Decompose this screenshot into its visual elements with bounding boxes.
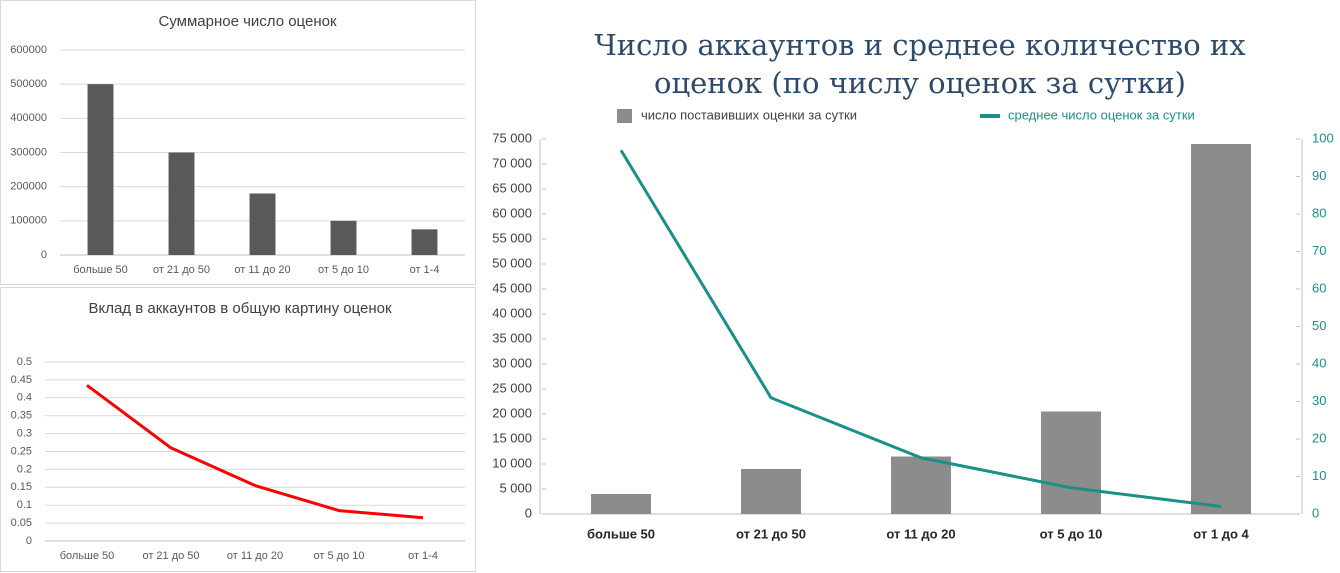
bar [168,152,195,255]
y-tick-label: 0.4 [17,392,32,404]
y-tick-label: 35 000 [492,330,532,345]
y-tick-label: 0.5 [17,356,32,368]
bar [1191,144,1251,514]
bar [741,469,801,514]
bar [891,456,951,514]
y-tick-label: 25 000 [492,380,532,395]
line-series [619,149,1222,508]
y-tick-label: 20 000 [492,405,532,420]
y2-tick-label: 60 [1312,280,1326,295]
y-tick-label: 200000 [10,181,47,193]
x-tick-label: больше 50 [60,550,115,562]
y-tick-label: 0.05 [11,517,32,529]
y-tick-label: 45 000 [492,280,532,295]
y-tick-label: 600000 [10,44,47,56]
y-tick-label: 400000 [10,112,47,124]
y-tick-label: 60 000 [492,205,532,220]
y2-tick-label: 80 [1312,205,1326,220]
y2-tick-label: 30 [1312,393,1326,408]
y-tick-label: 0 [525,505,532,520]
line-series [86,384,424,520]
bar [249,193,276,255]
x-tick-label: от 5 до 10 [314,550,365,562]
x-tick-label: от 5 до 10 [1040,526,1103,541]
y2-tick-label: 100 [1312,130,1334,145]
legend-swatch [617,109,632,123]
y-tick-label: 0.15 [11,481,32,493]
x-tick-label: от 21 до 50 [736,526,806,541]
chart-title: Вклад в аккаунтов в общую картину оценок [88,300,391,317]
y-tick-label: 0.2 [17,463,32,475]
y-tick-label: 30 000 [492,355,532,370]
chart-title: Число аккаунтов и среднее количество их … [594,28,1246,100]
bar [87,84,114,256]
y2-tick-label: 20 [1312,430,1326,445]
y-tick-label: 0.1 [17,499,32,511]
y2-tick-label: 90 [1312,168,1326,183]
x-tick-label: от 1 до 4 [1193,526,1249,541]
bar [1041,411,1101,514]
y-tick-label: 40 000 [492,305,532,320]
bar [411,229,438,255]
y-tick-label: 0.45 [11,374,32,386]
panel-border [0,0,476,285]
x-tick-label: от 11 до 20 [886,526,955,541]
bar [591,494,651,514]
chart-title: Суммарное число оценок [158,13,336,30]
y-tick-label: 75 000 [492,130,532,145]
x-tick-label: больше 50 [587,526,655,541]
y-tick-label: 0.3 [17,428,32,440]
x-tick-label: от 11 до 20 [234,264,290,276]
y-tick-label: 70 000 [492,155,532,170]
x-tick-label: от 1-4 [408,550,438,562]
chart: Суммарное число оценок 0 100000 200000 30000… [10,13,465,276]
legend-label: среднее число оценок за сутки [1008,107,1195,122]
y-tick-label: 65 000 [492,180,532,195]
x-tick-label: от 5 до 10 [318,264,369,276]
y-tick-label: 5 000 [499,480,532,495]
y-tick-label: 0 [41,249,47,261]
x-tick-label: от 11 до 20 [227,550,283,562]
y2-tick-label: 70 [1312,243,1326,258]
y-tick-label: 15 000 [492,430,532,445]
y-tick-label: 10 000 [492,455,532,470]
y-tick-label: 300000 [10,146,47,158]
y2-tick-label: 50 [1312,318,1326,333]
chart: Вклад в аккаунтов в общую картину оценок… [11,300,465,562]
y-tick-label: 500000 [10,78,47,90]
y2-tick-label: 40 [1312,355,1326,370]
x-tick-label: от 21 до 50 [142,550,199,562]
y-tick-label: 50 000 [492,255,532,270]
legend-label: число поставивших оценки за сутки [641,107,857,122]
y-tick-label: 0 [26,535,32,547]
y2-tick-label: 10 [1312,468,1326,483]
y-tick-label: 55 000 [492,230,532,245]
x-tick-label: больше 50 [73,264,128,276]
chart: 0 5 000 10 000 15 000 20 000 25 000 30 000 35 0… [492,107,1333,541]
y-tick-label: 100000 [10,215,47,227]
y-tick-label: 0.25 [11,445,32,457]
y2-tick-label: 0 [1312,505,1319,520]
x-tick-label: от 21 до 50 [153,264,210,276]
bar [330,220,357,255]
y-tick-label: 0.35 [11,410,32,422]
panel-border [0,287,476,572]
x-tick-label: от 1-4 [410,264,440,276]
